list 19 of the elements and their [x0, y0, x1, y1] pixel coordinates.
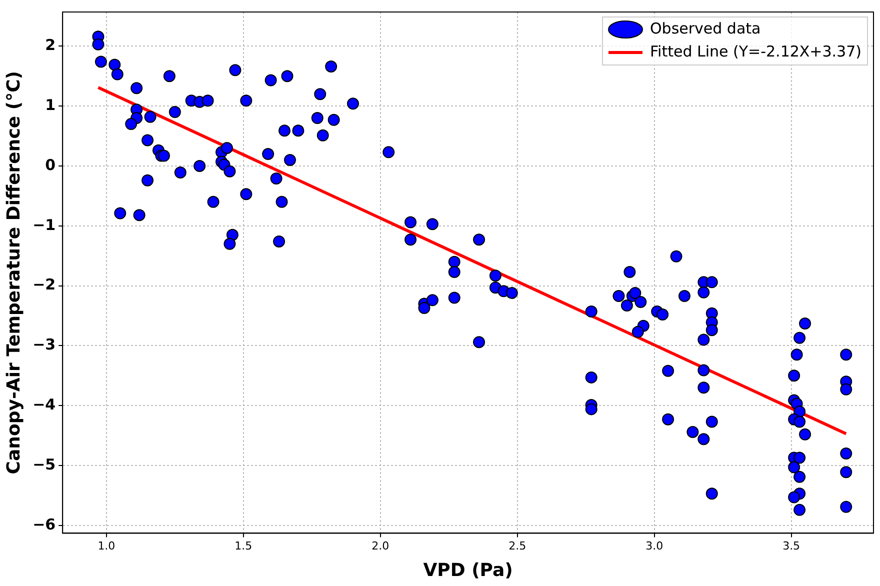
y-tick-label: 2	[45, 36, 56, 54]
x-tick-label: 1.5	[234, 540, 252, 553]
x-tick-label: 2.5	[508, 540, 526, 553]
x-tick-label: 3.0	[646, 540, 664, 553]
legend-label: Observed data	[650, 19, 761, 38]
y-tick-label: −5	[32, 455, 56, 474]
x-axis-title: VPD (Pa)	[423, 560, 513, 581]
y-tick-label: −4	[32, 395, 56, 414]
y-axis-title: Canopy-Air Temperature Difference (°C)	[3, 70, 24, 474]
y-tick-label: −3	[32, 336, 56, 354]
y-tick-label: −2	[32, 276, 56, 294]
legend-label: Fitted Line (Y=-2.12X+3.37)	[650, 42, 862, 60]
x-tick-label: 2.0	[372, 540, 390, 553]
y-tick-label: −1	[32, 216, 56, 234]
y-tick-label: 0	[45, 156, 56, 174]
x-tick-label: 3.5	[782, 540, 800, 553]
y-tick-label: 1	[45, 96, 56, 114]
y-tick-label: −6	[32, 515, 56, 534]
x-tick-label: 1.0	[98, 540, 116, 553]
